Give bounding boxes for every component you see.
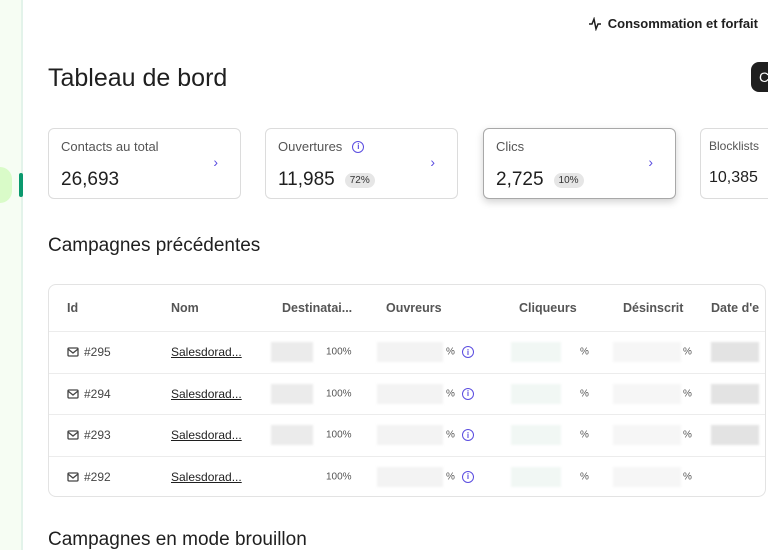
info-icon[interactable]: i: [462, 429, 474, 441]
card-value: 26,693: [61, 169, 120, 190]
table-row[interactable]: #295 Salesdorad... 100% % i % %: [49, 331, 765, 372]
recipients-rate: 100%: [326, 471, 352, 482]
openers-rate: %: [446, 346, 455, 358]
table-row[interactable]: #293 Salesdorad... 100% % i % %: [49, 414, 765, 455]
campaign-name-link[interactable]: Salesdorad...: [171, 469, 242, 484]
redacted-value: [377, 342, 443, 362]
openers-rate: %: [446, 388, 455, 399]
clickers-rate: %: [580, 346, 589, 358]
clickers-rate: %: [580, 471, 589, 482]
clickers-rate: %: [580, 388, 589, 399]
campaign-name-link[interactable]: Salesdorad...: [171, 428, 242, 442]
column-header[interactable]: Cliqueurs: [519, 301, 577, 315]
redacted-value: [271, 425, 313, 445]
redacted-value: [271, 342, 313, 362]
table-row[interactable]: #294 Salesdorad... 100% % i % %: [49, 372, 765, 414]
redacted-value: [613, 383, 681, 404]
unsubscribed-rate: %: [683, 388, 692, 399]
card-label: Ouvertures: [278, 139, 343, 154]
column-header[interactable]: Destinatai...: [282, 301, 353, 315]
redacted-value: [613, 342, 681, 362]
openers-rate: %: [446, 471, 455, 482]
usage-link[interactable]: Consommation et forfait: [588, 16, 758, 31]
mail-icon: [67, 388, 79, 399]
chevron-right-icon[interactable]: ›: [648, 154, 653, 170]
stat-card[interactable]: Blocklists 10,385: [700, 128, 768, 199]
header-action-button[interactable]: C: [751, 62, 768, 92]
stat-card[interactable]: Ouvertures i 11,985 72% ›: [265, 128, 458, 199]
redacted-value: [511, 342, 561, 362]
column-header[interactable]: Date d'e: [711, 301, 760, 315]
mail-icon: [67, 471, 79, 482]
card-value: 2,725: [496, 169, 544, 190]
unsubscribed-rate: %: [683, 471, 692, 482]
redacted-date: [711, 425, 759, 445]
recipients-rate: 100%: [326, 388, 352, 399]
openers-rate: %: [446, 429, 455, 441]
column-header[interactable]: Ouvreurs: [386, 301, 442, 315]
info-icon[interactable]: i: [462, 470, 474, 483]
stat-card[interactable]: Clics 2,725 10% ›: [483, 128, 676, 199]
column-header[interactable]: Désinscrit: [623, 301, 684, 315]
recipients-rate: 100%: [326, 346, 352, 358]
redacted-value: [377, 466, 443, 487]
redacted-value: [613, 425, 681, 445]
sidebar-active-indicator: [19, 173, 23, 197]
card-label: Contacts au total: [61, 139, 159, 154]
column-header[interactable]: Nom: [171, 301, 199, 315]
card-value: 10,385: [709, 169, 758, 186]
mail-icon: [67, 347, 79, 357]
redacted-value: [377, 425, 443, 445]
campaigns-table: Id Nom Destinatai... Ouvreurs Cliqueurs Désin…: [48, 284, 766, 497]
stat-card[interactable]: Contacts au total 26,693 ›: [48, 128, 241, 199]
info-icon[interactable]: i: [352, 140, 365, 153]
campaign-id: #293: [84, 428, 111, 442]
chevron-right-icon[interactable]: ›: [430, 154, 435, 170]
sidebar: [0, 0, 23, 550]
rate-badge: 10%: [553, 172, 584, 188]
campaign-name-link[interactable]: Salesdorad...: [171, 386, 242, 401]
page-title: Tableau de bord: [48, 64, 228, 92]
rate-badge: 72%: [344, 172, 375, 188]
info-icon[interactable]: i: [462, 346, 474, 358]
card-label: Clics: [496, 139, 525, 154]
redacted-value: [271, 383, 313, 404]
sidebar-item-active[interactable]: [0, 167, 12, 203]
redacted-value: [511, 425, 561, 445]
campaign-id: #295: [84, 345, 111, 359]
usage-label: Consommation et forfait: [607, 16, 758, 31]
info-icon[interactable]: i: [462, 387, 474, 400]
redacted-date: [711, 383, 759, 404]
redacted-date: [711, 342, 759, 362]
table-header: Id Nom Destinatai... Ouvreurs Cliqueurs Désin…: [49, 285, 765, 331]
chevron-right-icon[interactable]: ›: [213, 154, 218, 170]
mail-icon: [67, 430, 79, 440]
card-value: 11,985: [278, 169, 335, 190]
drafts-heading: Campagnes en mode brouillon: [48, 529, 307, 550]
recipients-rate: 100%: [326, 429, 352, 441]
campaign-id: #292: [84, 469, 111, 484]
card-label: Blocklists: [709, 139, 760, 153]
table-row[interactable]: #292 Salesdorad... 100% % i % %: [49, 455, 765, 497]
redacted-value: [377, 383, 443, 404]
redacted-value: [511, 466, 561, 487]
column-header[interactable]: Id: [67, 301, 79, 315]
redacted-value: [511, 383, 561, 404]
campaigns-heading: Campagnes précédentes: [48, 235, 261, 256]
campaign-id: #294: [84, 386, 111, 401]
campaign-name-link[interactable]: Salesdorad...: [171, 345, 242, 359]
activity-icon: [588, 16, 601, 31]
clickers-rate: %: [580, 429, 589, 441]
unsubscribed-rate: %: [683, 346, 692, 358]
redacted-value: [613, 466, 681, 487]
unsubscribed-rate: %: [683, 429, 692, 441]
